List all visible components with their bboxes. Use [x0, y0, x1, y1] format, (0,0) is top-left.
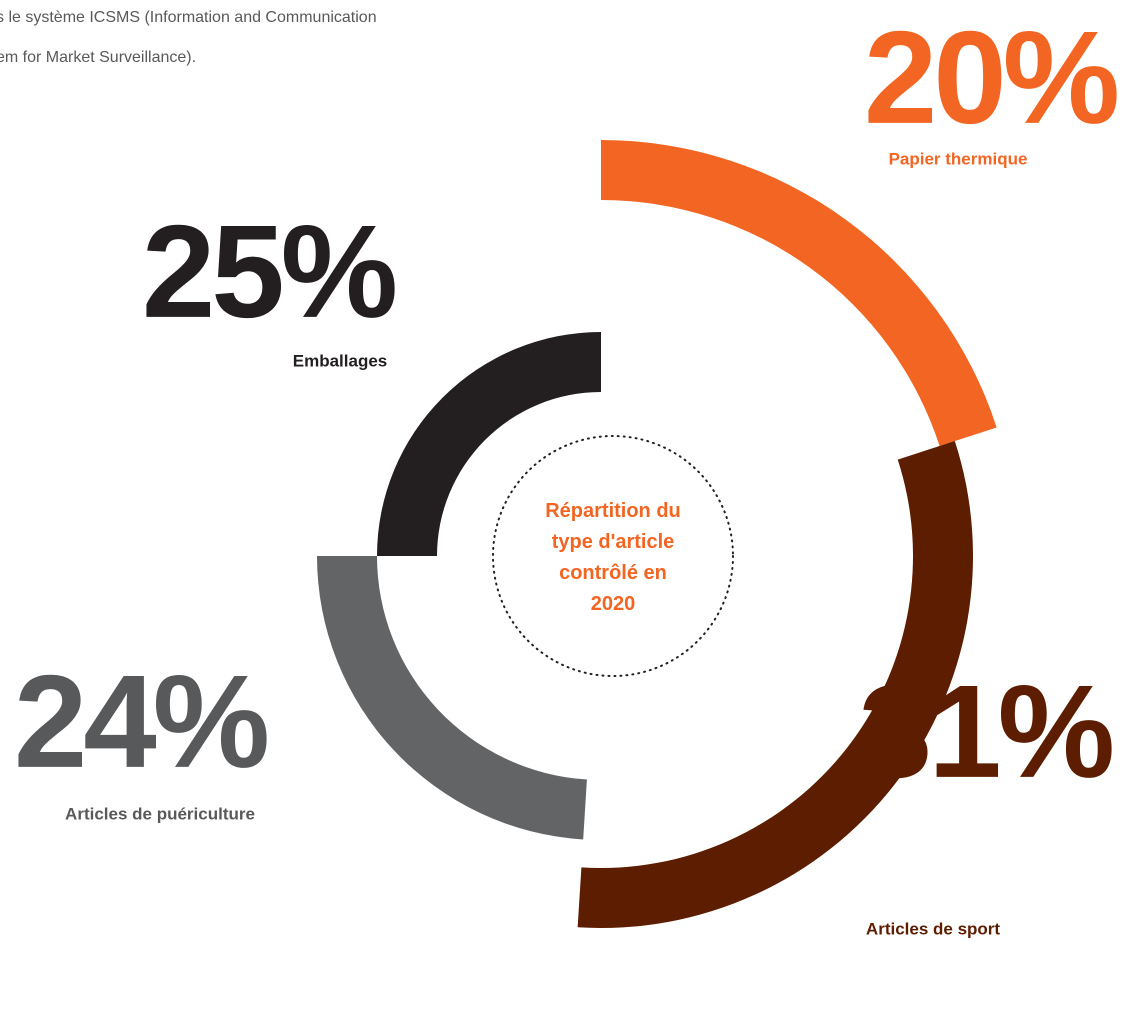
category-label: Articles de puériculture — [65, 804, 255, 823]
center-circle — [492, 435, 734, 677]
value-label: 25% — [142, 198, 395, 345]
category-label: Articles de sport — [866, 919, 1000, 938]
value-label: 24% — [14, 648, 267, 795]
donut-segment — [601, 140, 997, 446]
donut-segment — [377, 332, 601, 556]
category-label: Emballages — [293, 351, 388, 370]
value-label: 20% — [864, 4, 1117, 151]
category-label: Papier thermique — [889, 149, 1028, 168]
value-label: 31% — [859, 658, 1112, 805]
chart-title: Répartition du type d'article contrôlé e… — [545, 500, 681, 615]
intro-line: em for Market Surveillance). — [0, 49, 196, 66]
intro-line: s le système ICSMS (Information and Comm… — [0, 9, 377, 26]
donut-segment — [317, 556, 587, 840]
donut-segment — [577, 441, 973, 928]
